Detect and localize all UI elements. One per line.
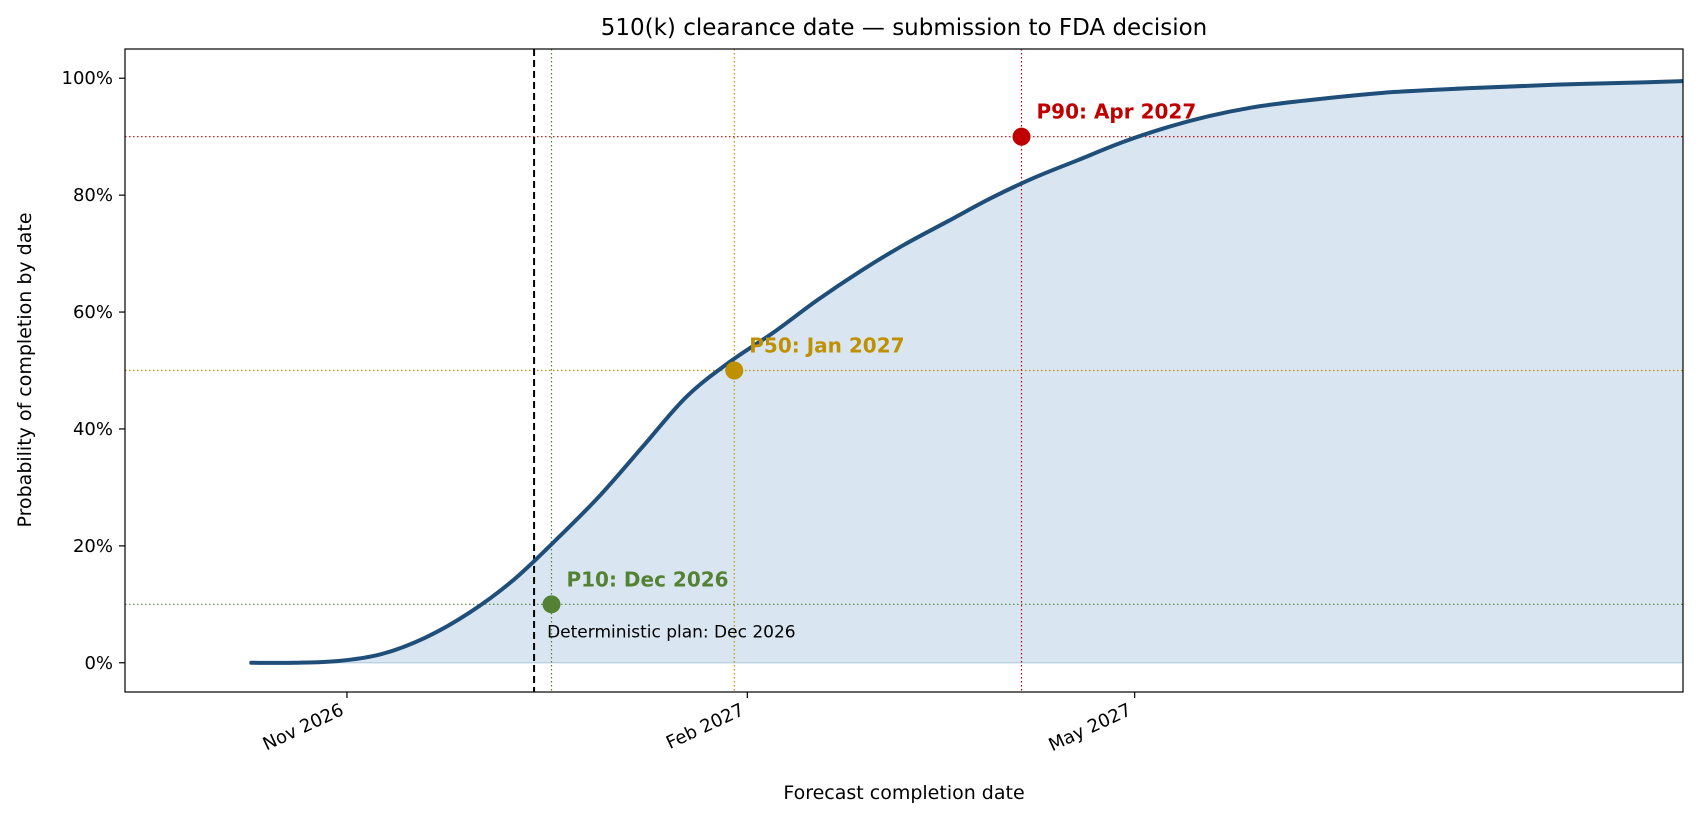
x-axis-label: Forecast completion date bbox=[783, 782, 1024, 804]
y-tick-label: 20% bbox=[73, 536, 113, 557]
p10-marker bbox=[542, 595, 561, 614]
y-tick-label: 80% bbox=[73, 185, 113, 206]
p90-label: P90: Apr 2027 bbox=[1037, 100, 1197, 124]
y-tick-label: 0% bbox=[84, 653, 113, 674]
y-axis-label: Probability of completion by date bbox=[14, 212, 36, 527]
plot-clip-group bbox=[125, 49, 1683, 692]
plot-area: P10: Dec 2026 P50: Jan 2027 P90: Apr 2027 D… bbox=[125, 49, 1683, 692]
y-tick-label: 40% bbox=[73, 419, 113, 440]
cdf-area-fill bbox=[251, 81, 1683, 663]
p50-marker bbox=[725, 361, 744, 380]
p90-marker bbox=[1012, 127, 1031, 146]
y-tick-label: 100% bbox=[62, 68, 113, 89]
p10-label: P10: Dec 2026 bbox=[566, 567, 728, 591]
p50-label: P50: Jan 2027 bbox=[749, 334, 904, 358]
chart-title: 510(k) clearance date — submission to FD… bbox=[601, 15, 1208, 41]
plot-frame bbox=[124, 48, 1684, 693]
cdf-line bbox=[249, 79, 1683, 665]
y-tick-label: 60% bbox=[73, 302, 113, 323]
deterministic-plan-label: Deterministic plan: Dec 2026 bbox=[547, 622, 796, 642]
